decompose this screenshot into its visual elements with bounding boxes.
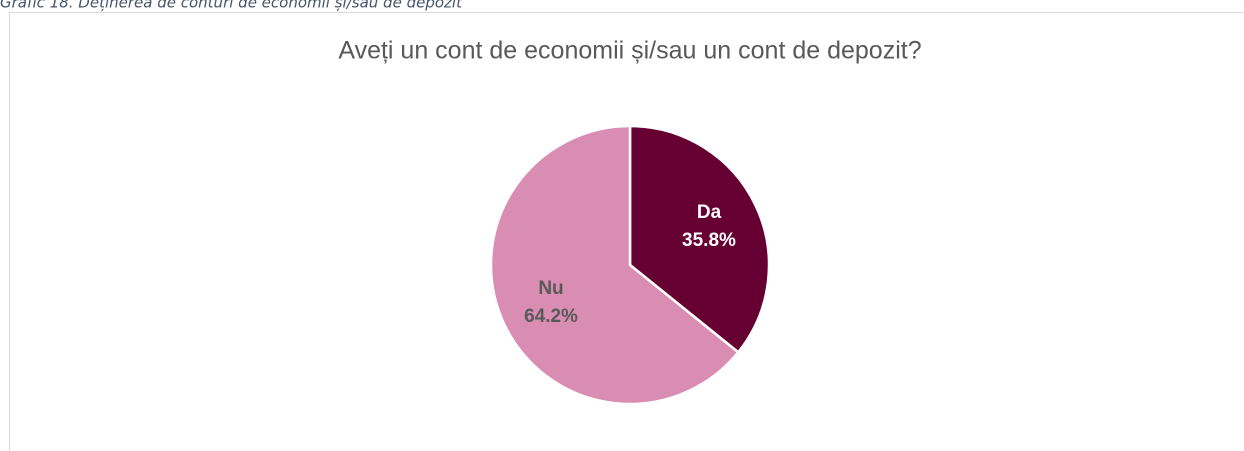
chart-title: Aveți un cont de economii și/sau un cont… [338,37,921,65]
pie-slice [489,124,740,406]
chart-border [9,12,1244,451]
slice-category: Nu [538,278,563,299]
slice-value-label: 35.8% [682,230,736,251]
slice-value-label: 64.2% [524,306,578,327]
caption: Grafic 18. Deținerea de conturi de econo… [0,0,463,12]
slice-category: Da [697,202,722,223]
pie: Da 35.8% Nu 64.2% [489,124,771,406]
pie-slice [628,124,771,355]
